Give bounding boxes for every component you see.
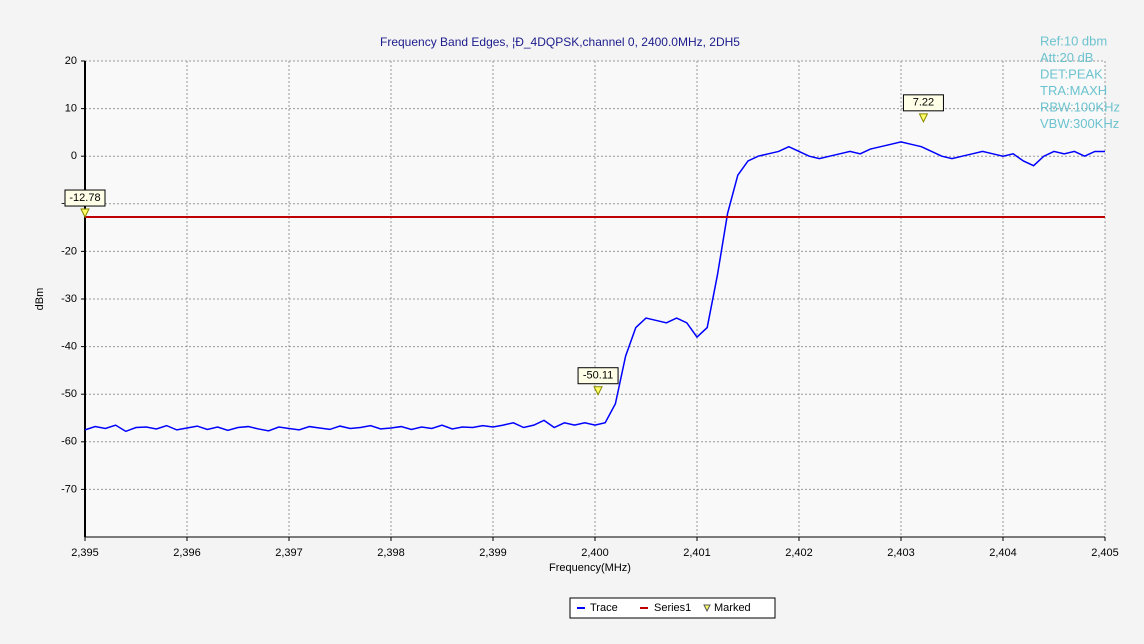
x-tick-label: 2,403	[887, 547, 915, 559]
marker-label-box	[577, 367, 619, 385]
y-tick-label: 0	[71, 150, 77, 162]
y-tick-label: 10	[65, 103, 77, 115]
y-tick-label: -70	[61, 483, 77, 495]
x-tick-label: 2,396	[173, 547, 201, 559]
info-text: TRA:MAXH	[1040, 83, 1107, 98]
legend-symbol	[703, 604, 711, 613]
info-text: DET:PEAK	[1040, 66, 1103, 81]
chart-title: Frequency Band Edges, ¦Ð_4DQPSK,channel …	[380, 35, 740, 49]
info-text: RBW:100KHz	[1040, 99, 1120, 114]
y-tick-label: -60	[61, 436, 77, 448]
x-tick-label: 2,400	[581, 547, 609, 559]
x-axis-label: Frequency(MHz)	[549, 562, 631, 574]
legend-box	[569, 597, 776, 619]
marker	[593, 386, 603, 396]
x-tick-label: 2,402	[785, 547, 813, 559]
marker	[80, 208, 90, 219]
marker	[918, 113, 929, 123]
x-tick-label: 2,401	[683, 547, 711, 559]
x-tick-label: 2,398	[377, 547, 405, 559]
trace-line	[84, 141, 1105, 433]
marker-label: -50.11	[583, 370, 613, 382]
y-tick-label: -50	[61, 388, 77, 400]
y-tick-label: -30	[61, 293, 77, 305]
marker-label: -12.78	[69, 192, 100, 204]
x-tick-label: 2,395	[71, 547, 99, 559]
y-tick-label: -40	[61, 341, 77, 353]
y-axis-label: dBm	[34, 288, 46, 311]
legend-label: Trace	[590, 602, 618, 614]
marker-label-box	[64, 189, 106, 207]
info-text: VBW:300KHz	[1040, 116, 1119, 131]
x-tick-label: 2,399	[479, 547, 507, 559]
x-tick-label: 2,404	[989, 547, 1017, 559]
legend-label: Series1	[654, 602, 691, 614]
y-tick-label: 20	[65, 55, 77, 67]
x-tick-label: 2,397	[275, 547, 303, 559]
x-tick-label: 2,405	[1091, 547, 1119, 559]
info-text: Att:20 dB	[1040, 50, 1093, 65]
info-text: Ref:10 dbm	[1040, 33, 1107, 48]
legend-label: Marked	[714, 602, 751, 614]
marker-label-box	[902, 94, 944, 112]
marker-label: 7.22	[913, 97, 934, 109]
y-tick-label: -20	[61, 245, 77, 257]
